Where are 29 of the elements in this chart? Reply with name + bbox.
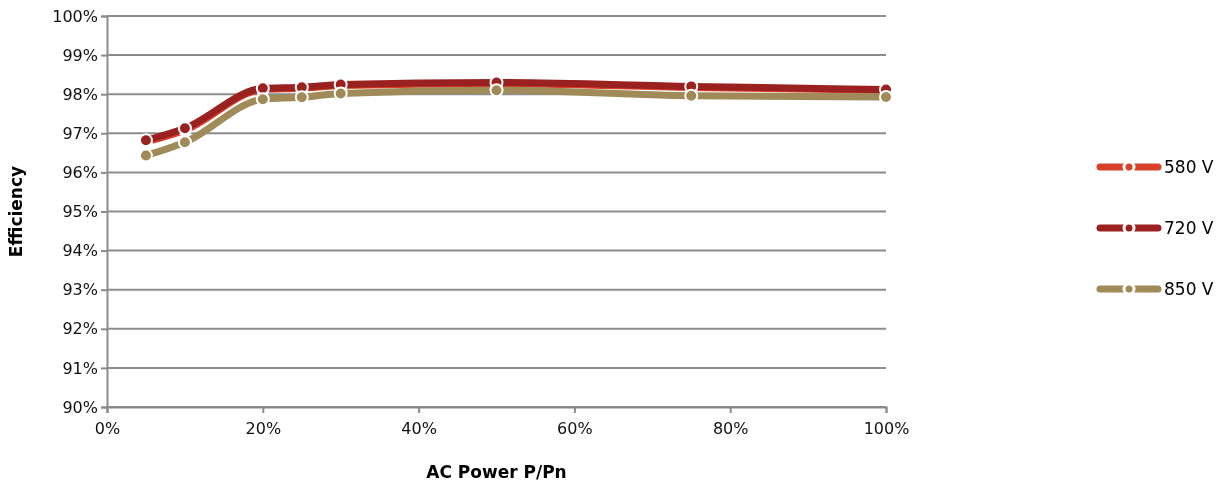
y-tick-label: 95% — [62, 202, 98, 222]
y-tick-label: 94% — [62, 241, 98, 261]
y-tick-label: 97% — [62, 123, 98, 143]
y-tick-label: 92% — [62, 319, 98, 339]
y-tick-label: 96% — [62, 163, 98, 183]
y-tick-label: 90% — [62, 397, 98, 417]
y-axis-title: Efficiency — [6, 165, 26, 258]
point — [489, 83, 504, 98]
x-tick-label: 100% — [863, 418, 910, 438]
point — [294, 90, 309, 105]
point — [255, 92, 270, 107]
point — [333, 86, 348, 101]
y-tick-label: 93% — [62, 280, 98, 300]
y-tick-label: 91% — [62, 358, 98, 378]
x-tick-label: 20% — [245, 418, 282, 438]
x-tick-label: 80% — [712, 418, 749, 438]
x-tick-label: 0% — [94, 418, 121, 438]
legend-label: 720 V — [1164, 217, 1214, 238]
point — [684, 88, 699, 103]
point — [879, 89, 893, 104]
y-tick-label: 100% — [52, 6, 98, 26]
x-tick-label: 60% — [557, 418, 593, 438]
legend-label: 850 V — [1164, 278, 1214, 299]
point — [177, 135, 192, 150]
y-tick-label: 99% — [62, 45, 98, 65]
x-tick-label: 40% — [401, 418, 437, 438]
y-tick-label: 98% — [62, 84, 98, 104]
legend-label: 580 V — [1164, 156, 1214, 177]
x-axis-title: AC Power P/Pn — [426, 462, 567, 482]
